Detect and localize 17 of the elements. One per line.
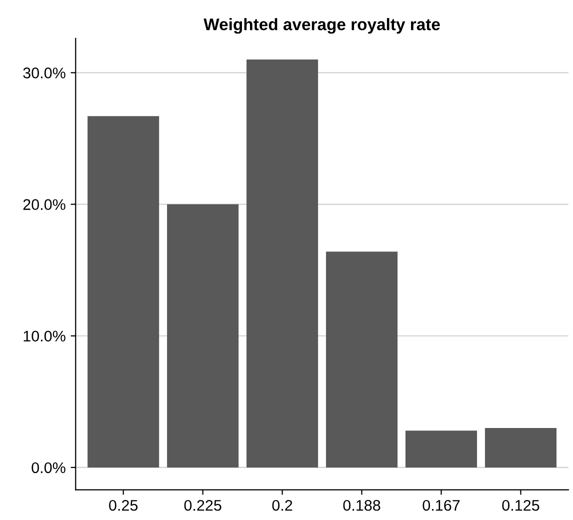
x-tick-label: 0.2 <box>272 500 292 511</box>
y-tick-label: 0.0% <box>32 462 66 474</box>
bar <box>167 204 239 468</box>
x-tick-label: 0.167 <box>422 500 460 511</box>
x-tick-label: 0.225 <box>184 500 222 511</box>
bar <box>246 60 318 468</box>
x-tick-label: 0.25 <box>109 500 138 511</box>
bar <box>88 116 160 468</box>
bar <box>326 252 398 468</box>
x-tick-label: 0.125 <box>502 500 540 511</box>
bar <box>405 430 478 468</box>
y-tick-label: 10.0% <box>24 330 66 342</box>
y-tick-label: 20.0% <box>23 199 66 210</box>
bar <box>484 428 556 468</box>
x-tick-label: 0.188 <box>343 500 380 511</box>
chart-title: Weighted average royalty rate <box>204 18 440 34</box>
y-tick-label: 30.0% <box>23 68 66 78</box>
